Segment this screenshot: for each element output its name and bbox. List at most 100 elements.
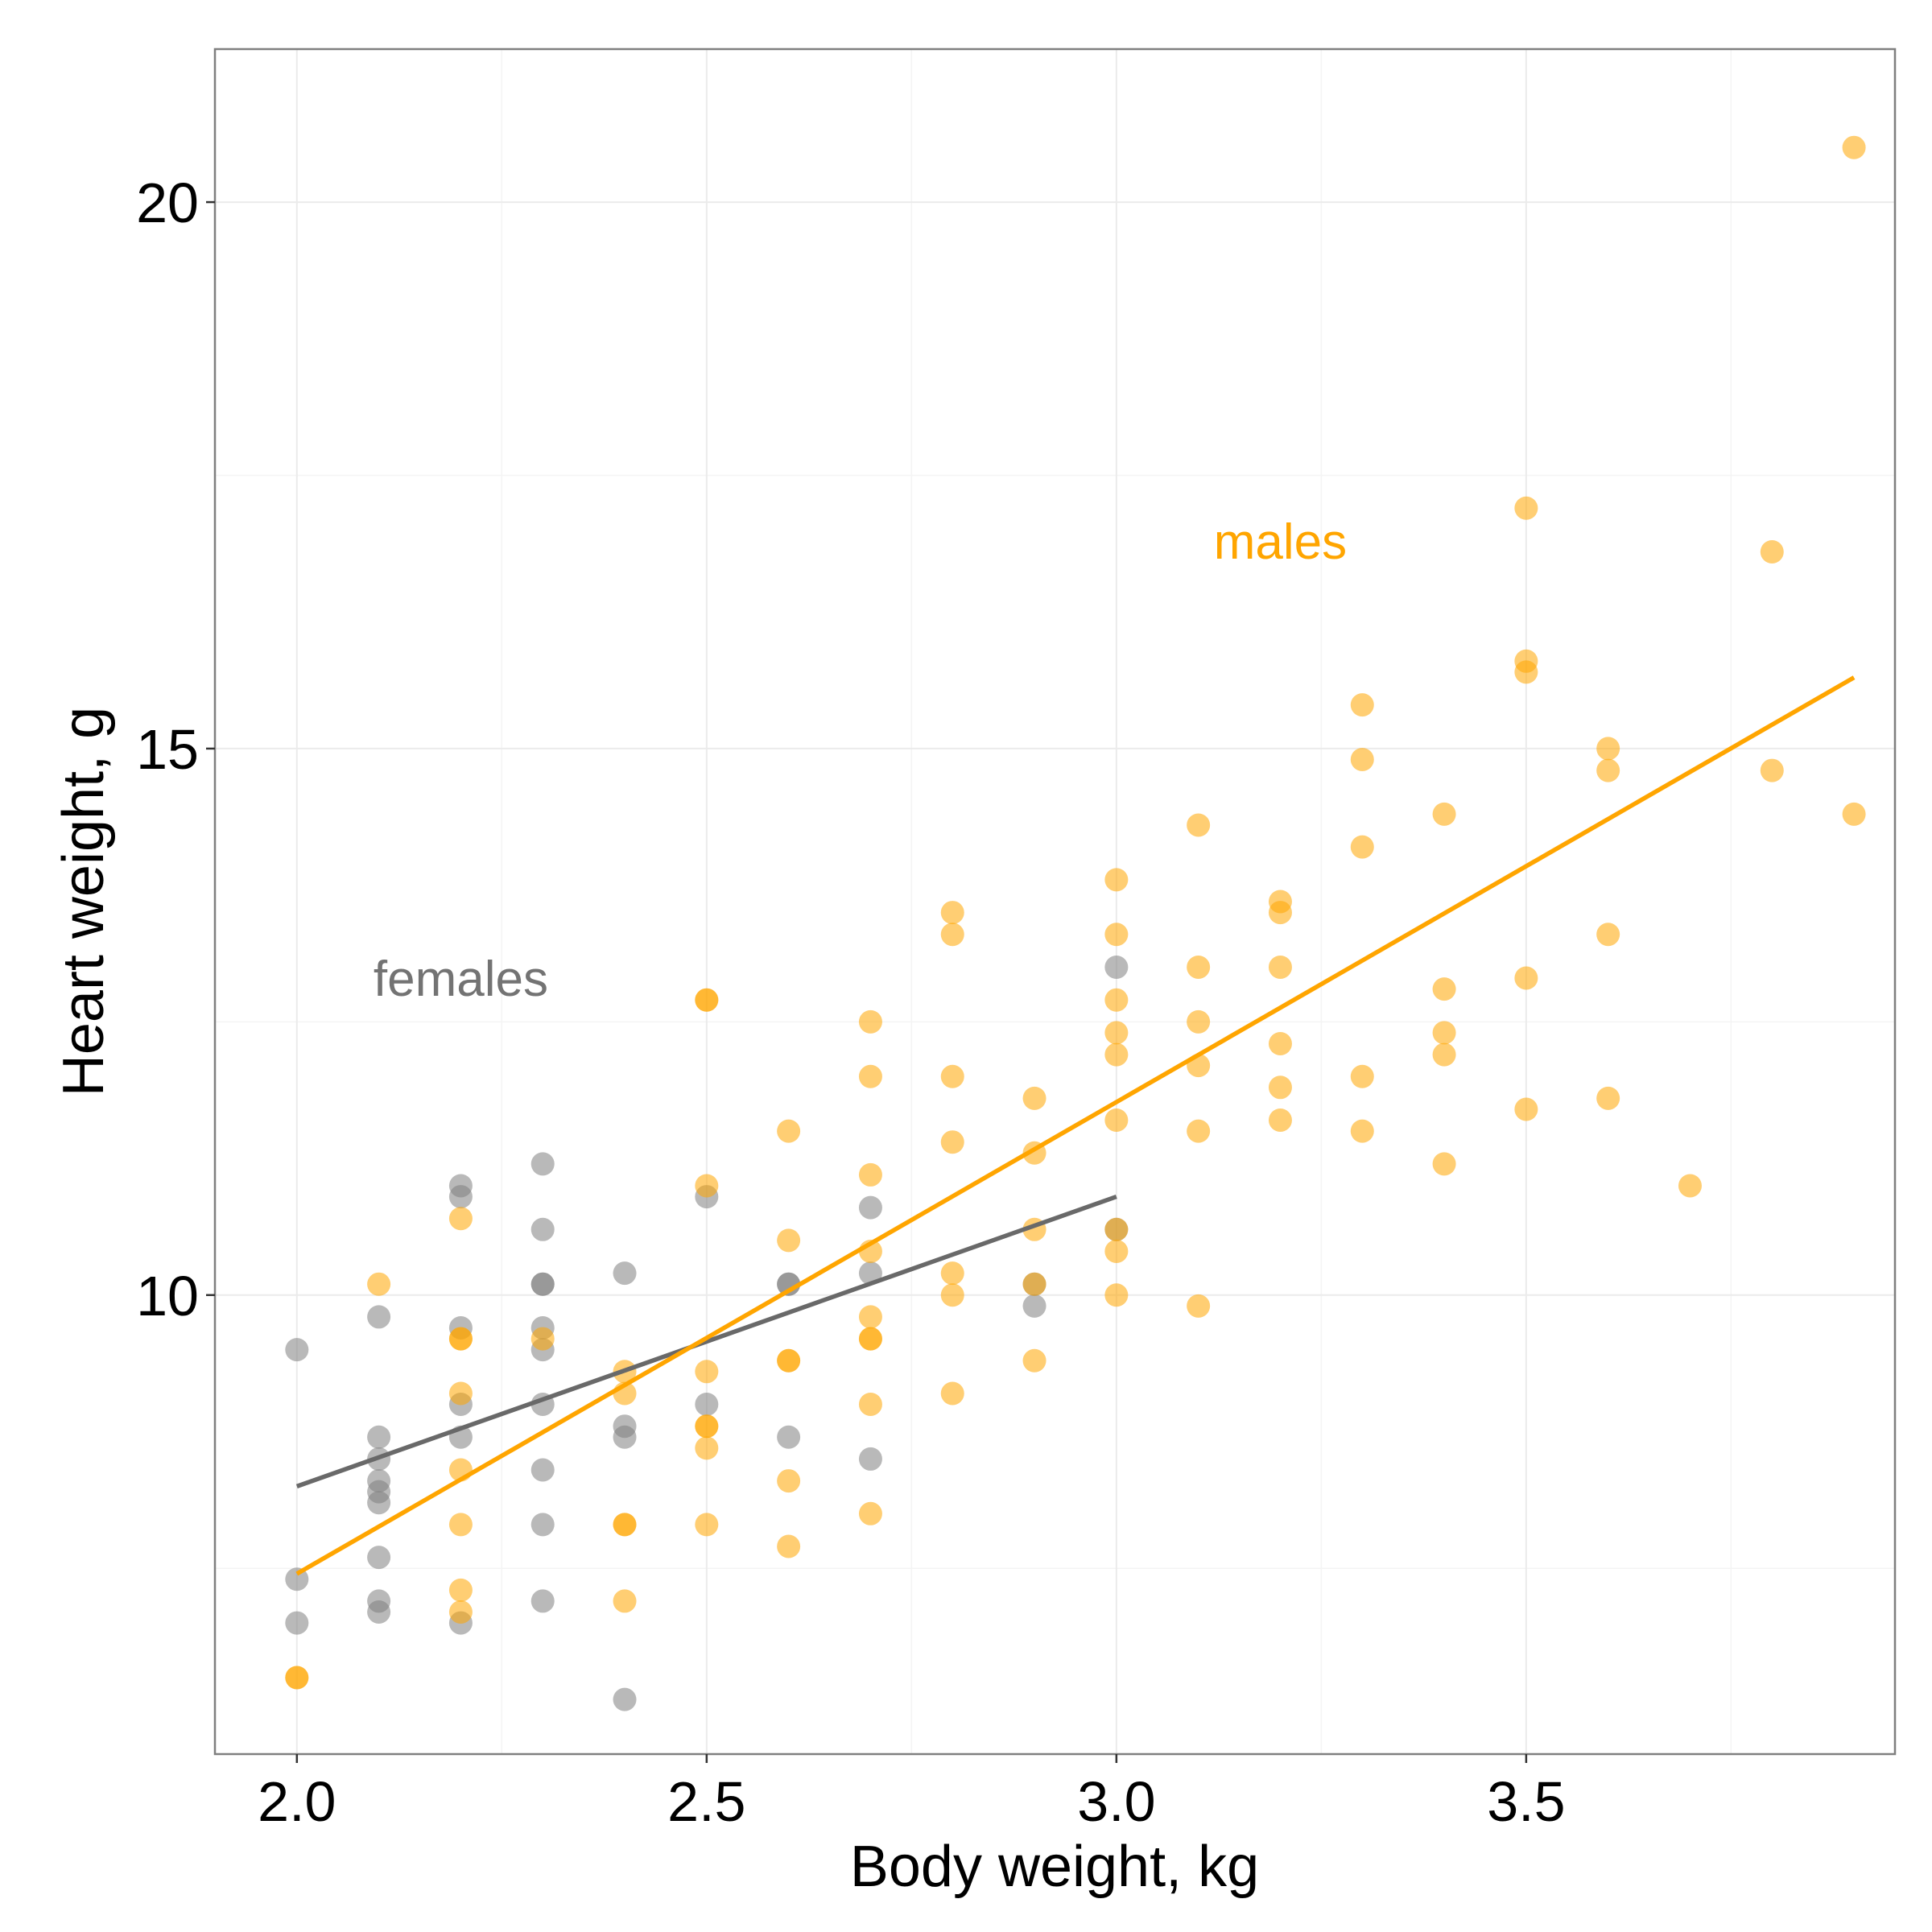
- plot-border: [213, 47, 1897, 1756]
- male-point: [695, 1513, 719, 1537]
- male-point: [940, 901, 964, 925]
- male-point: [858, 1393, 882, 1417]
- male-point: [1842, 802, 1866, 826]
- male-point: [1432, 1042, 1456, 1067]
- male-point: [940, 1261, 964, 1286]
- male-point: [940, 923, 964, 947]
- male-point: [1350, 693, 1374, 717]
- male-point: [1678, 1174, 1702, 1198]
- males-fit-line: [295, 675, 1856, 1576]
- male-point: [1350, 748, 1374, 771]
- male-point: [695, 1174, 719, 1198]
- male-point: [1187, 813, 1211, 837]
- male-point: [858, 1501, 882, 1525]
- female-point: [695, 1393, 719, 1417]
- female-point: [858, 1195, 882, 1220]
- male-point: [530, 1327, 555, 1351]
- female-point: [530, 1589, 555, 1613]
- male-point: [777, 1348, 801, 1373]
- y-axis-title: Heart weight, g: [52, 707, 116, 1096]
- male-point: [940, 1130, 964, 1154]
- male-point: [1104, 1239, 1129, 1263]
- male-point: [1514, 1097, 1538, 1121]
- male-point: [1760, 758, 1784, 782]
- x-tick-label: 2.5: [667, 1770, 745, 1833]
- female-point: [613, 1261, 637, 1286]
- male-point: [1104, 1217, 1129, 1241]
- male-point: [448, 1327, 473, 1351]
- male-point: [858, 1305, 882, 1329]
- y-tick-label: 15: [136, 718, 199, 781]
- male-point: [1022, 1086, 1046, 1110]
- male-point: [1596, 737, 1620, 761]
- females-label: females: [374, 952, 548, 1007]
- female-point: [367, 1305, 391, 1329]
- female-point: [613, 1425, 637, 1449]
- female-point: [367, 1600, 391, 1624]
- x-axis: 2.0 2.5 3.0 3.5: [258, 1754, 1566, 1833]
- male-point: [858, 1162, 882, 1187]
- male-point: [1350, 1064, 1374, 1088]
- male-point: [1350, 835, 1374, 859]
- male-point: [448, 1578, 473, 1602]
- male-point: [1187, 955, 1211, 979]
- x-tick-label: 3.5: [1487, 1770, 1565, 1833]
- female-point: [530, 1217, 555, 1241]
- female-point: [367, 1491, 391, 1515]
- male-point: [1432, 1021, 1456, 1045]
- female-point: [448, 1185, 473, 1209]
- male-point: [448, 1207, 473, 1231]
- male-point: [1350, 1119, 1374, 1143]
- male-point: [695, 1414, 719, 1439]
- male-point: [1514, 496, 1538, 520]
- male-point: [1104, 1042, 1129, 1067]
- male-point: [695, 1360, 719, 1384]
- male-point: [1187, 1294, 1211, 1318]
- male-point: [1268, 1108, 1292, 1133]
- male-point: [613, 1589, 637, 1613]
- female-point: [285, 1338, 309, 1362]
- female-point: [777, 1425, 801, 1449]
- points-males: [285, 135, 1866, 1690]
- male-point: [448, 1513, 473, 1537]
- male-point: [858, 1327, 882, 1351]
- male-point: [1268, 1075, 1292, 1100]
- male-point: [1596, 758, 1620, 782]
- male-point: [1268, 901, 1292, 925]
- male-point: [1268, 955, 1292, 979]
- male-point: [777, 1119, 801, 1143]
- male-point: [940, 1283, 964, 1307]
- male-point: [1432, 977, 1456, 1001]
- male-point: [1104, 988, 1129, 1012]
- male-point: [448, 1381, 473, 1406]
- female-point: [1022, 1294, 1046, 1318]
- y-axis: 10 15 20: [136, 171, 215, 1327]
- male-point: [1104, 923, 1129, 947]
- male-point: [285, 1666, 309, 1690]
- male-point: [1596, 923, 1620, 947]
- male-point: [695, 1436, 719, 1460]
- males-label: males: [1214, 514, 1347, 570]
- y-tick-label: 20: [136, 171, 199, 234]
- female-point: [777, 1272, 801, 1296]
- male-point: [1022, 1272, 1046, 1296]
- male-point: [1187, 1009, 1211, 1034]
- male-point: [1432, 1152, 1456, 1176]
- male-point: [1268, 1032, 1292, 1055]
- x-tick-label: 2.0: [258, 1770, 336, 1833]
- female-point: [858, 1261, 882, 1286]
- male-point: [1104, 1283, 1129, 1307]
- female-point: [530, 1458, 555, 1482]
- y-tick-label: 10: [136, 1265, 199, 1327]
- female-point: [367, 1425, 391, 1449]
- females-fit-line: [295, 1194, 1117, 1488]
- male-point: [1432, 802, 1456, 826]
- male-point: [695, 988, 719, 1012]
- male-point: [940, 1381, 964, 1406]
- male-point: [1187, 1119, 1211, 1143]
- male-point: [1022, 1348, 1046, 1373]
- fit-lines: [295, 675, 1856, 1576]
- female-point: [613, 1687, 637, 1711]
- male-point: [858, 1064, 882, 1088]
